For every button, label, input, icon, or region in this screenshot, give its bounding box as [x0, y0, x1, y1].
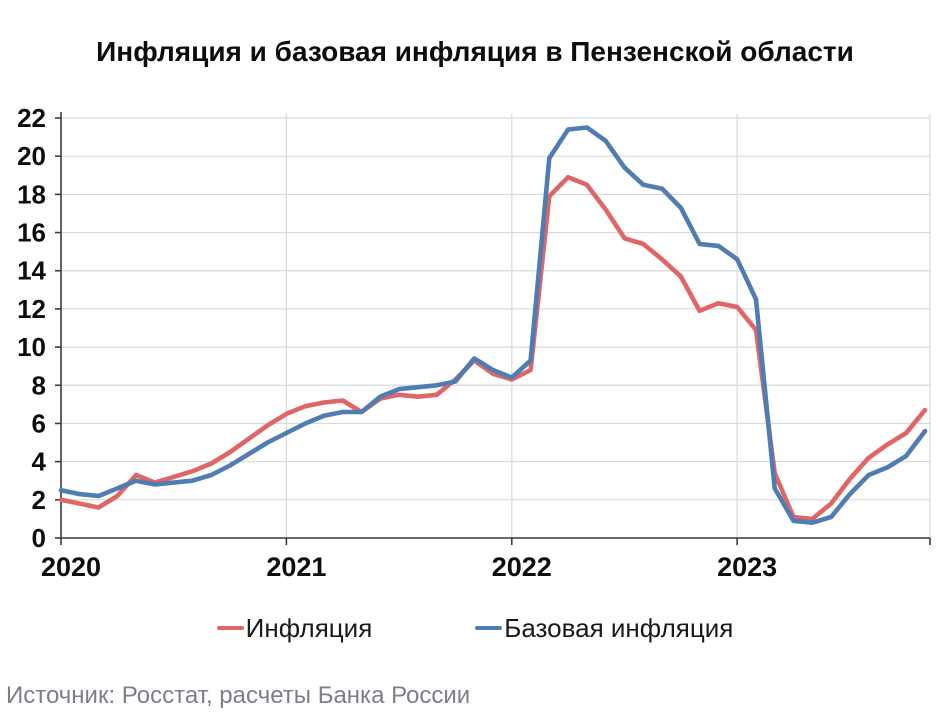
y-tick-label: 10 — [17, 332, 46, 362]
x-tick-label: 2023 — [717, 552, 777, 582]
y-tick-label: 16 — [17, 218, 46, 248]
legend-item-inflation: Инфляция — [216, 612, 373, 644]
y-tick-label: 18 — [17, 179, 46, 209]
y-tick-label: 12 — [17, 294, 46, 324]
y-tick-label: 2 — [32, 485, 46, 515]
chart-legend: Инфляция Базовая инфляция — [0, 612, 950, 644]
y-tick-label: 6 — [32, 408, 46, 438]
legend-item-core-inflation: Базовая инфляция — [475, 612, 733, 644]
x-tick-label: 2022 — [492, 552, 552, 582]
x-tick-label: 2021 — [266, 552, 326, 582]
legend-swatch-inflation-line — [216, 625, 244, 631]
series-line-inflation — [58, 174, 928, 522]
source-note: Источник: Росстат, расчеты Банка России — [6, 682, 471, 709]
x-tick-label: 2020 — [41, 552, 101, 582]
legend-swatch-core-inflation-line — [475, 625, 503, 631]
y-tick-label: 0 — [32, 523, 46, 553]
y-tick-label: 22 — [17, 103, 46, 133]
series-line-core-inflation — [58, 125, 928, 526]
legend-label-inflation: Инфляция — [245, 613, 373, 643]
legend-label-core-inflation: Базовая инфляция — [504, 613, 734, 643]
y-tick-label: 20 — [17, 141, 46, 171]
chart-title: Инфляция и базовая инфляция в Пензенской… — [96, 36, 854, 67]
y-tick-label: 14 — [17, 256, 46, 286]
y-tick-label: 4 — [32, 447, 47, 477]
y-tick-label: 8 — [32, 370, 46, 400]
